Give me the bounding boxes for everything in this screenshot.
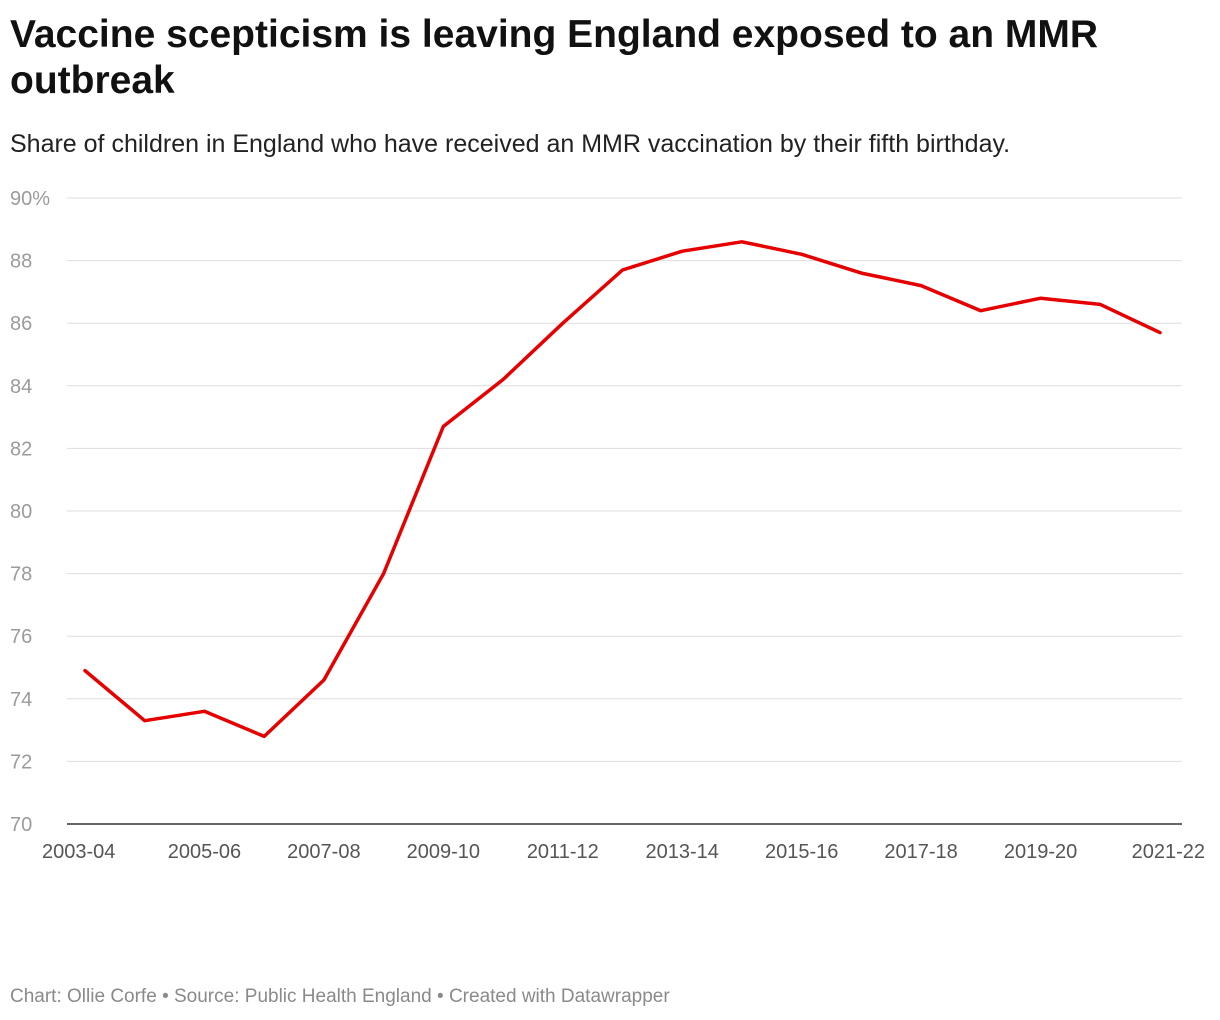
- gridlines: [67, 197, 1182, 825]
- footer-source-label: Source:: [174, 986, 240, 1007]
- x-tick-label: 2021-22: [1132, 841, 1205, 863]
- x-tick-label: 2017-18: [884, 841, 957, 863]
- x-tick-label: 2005-06: [168, 841, 241, 863]
- chart-footer: Chart: Ollie Corfe • Source: Public Heal…: [10, 984, 670, 1010]
- y-tick-label: 88: [10, 251, 32, 273]
- x-tick-label: 2009-10: [407, 841, 480, 863]
- chart-title: Vaccine scepticism is leaving England ex…: [10, 13, 1099, 102]
- y-tick-label: 74: [10, 689, 32, 711]
- y-tick-label: 82: [10, 438, 32, 460]
- footer-created-with: Created with Datawrapper: [448, 986, 670, 1007]
- y-tick-label: 84: [10, 376, 32, 398]
- footer-author: Ollie Corfe: [67, 986, 157, 1007]
- x-tick-label: 2013-14: [646, 841, 719, 863]
- x-axis-ticks: 2003-04 2005-06 2007-08 2009-10 2011-12 2013-…: [42, 841, 1205, 863]
- footer-source: Public Health England: [244, 986, 432, 1007]
- y-tick-label: 80: [10, 501, 32, 523]
- series-line: [83, 240, 1162, 739]
- y-axis-ticks: 70 72 74 76 78 80 82 84 86 88 90%: [10, 188, 50, 836]
- y-tick-label: 86: [10, 313, 32, 335]
- x-tick-label: 2011-12: [527, 841, 599, 863]
- y-tick-label: 90%: [10, 188, 50, 210]
- series-group: [83, 240, 1162, 739]
- x-tick-label: 2003-04: [42, 841, 115, 863]
- footer-separator: •: [162, 986, 174, 1007]
- footer-separator: •: [437, 986, 449, 1007]
- x-tick-label: 2007-08: [287, 841, 360, 863]
- chart-subtitle: Share of children in England who have re…: [10, 130, 1011, 158]
- footer-chart-label: Chart:: [10, 986, 62, 1007]
- y-tick-label: 78: [10, 564, 32, 586]
- y-tick-label: 76: [10, 626, 32, 648]
- x-tick-label: 2019-20: [1004, 841, 1077, 863]
- x-tick-label: 2015-16: [765, 841, 838, 863]
- y-tick-label: 72: [10, 751, 32, 773]
- y-tick-label: 70: [10, 814, 32, 836]
